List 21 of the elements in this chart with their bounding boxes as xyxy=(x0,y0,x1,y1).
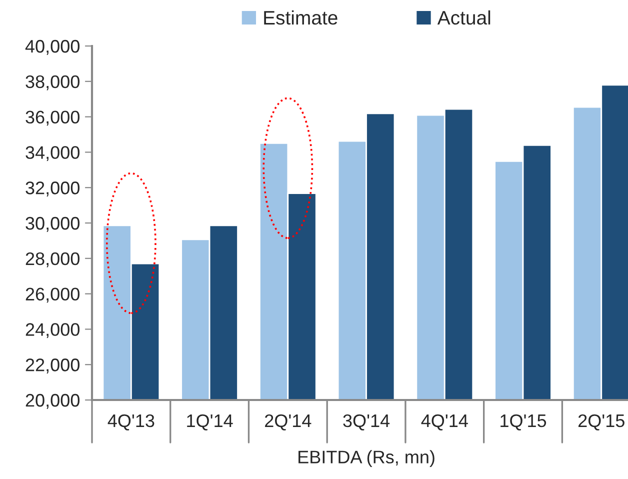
y-tick-label: 22,000 xyxy=(26,358,80,374)
x-tick-label: 1Q'15 xyxy=(500,414,546,430)
x-tick-label: 2Q'15 xyxy=(578,414,624,430)
y-tick-label: 30,000 xyxy=(26,216,80,232)
y-tick-label: 32,000 xyxy=(26,182,80,196)
y-tick-label: 24,000 xyxy=(26,323,80,338)
x-axis-title: EBITDA (Rs, mn) xyxy=(298,450,434,467)
x-tick-label: 1Q'14 xyxy=(187,414,233,430)
x-tick-label: 4Q'14 xyxy=(421,414,468,430)
x-tick-label: 4Q'13 xyxy=(108,414,154,430)
y-tick-label: 28,000 xyxy=(26,252,80,268)
y-tick-label: 26,000 xyxy=(26,288,80,303)
y-tick-label: 38,000 xyxy=(26,75,80,90)
legend-label: Actual xyxy=(437,10,490,25)
legend-label: Estimate xyxy=(264,10,338,25)
x-tick-label: 2Q'14 xyxy=(265,414,312,430)
y-tick-label: 36,000 xyxy=(26,110,80,126)
y-tick-label: 34,000 xyxy=(26,146,80,162)
y-tick-label: 20,000 xyxy=(26,394,80,409)
x-tick-label: 3Q'14 xyxy=(343,414,390,430)
y-tick-label: 40,000 xyxy=(25,40,80,55)
